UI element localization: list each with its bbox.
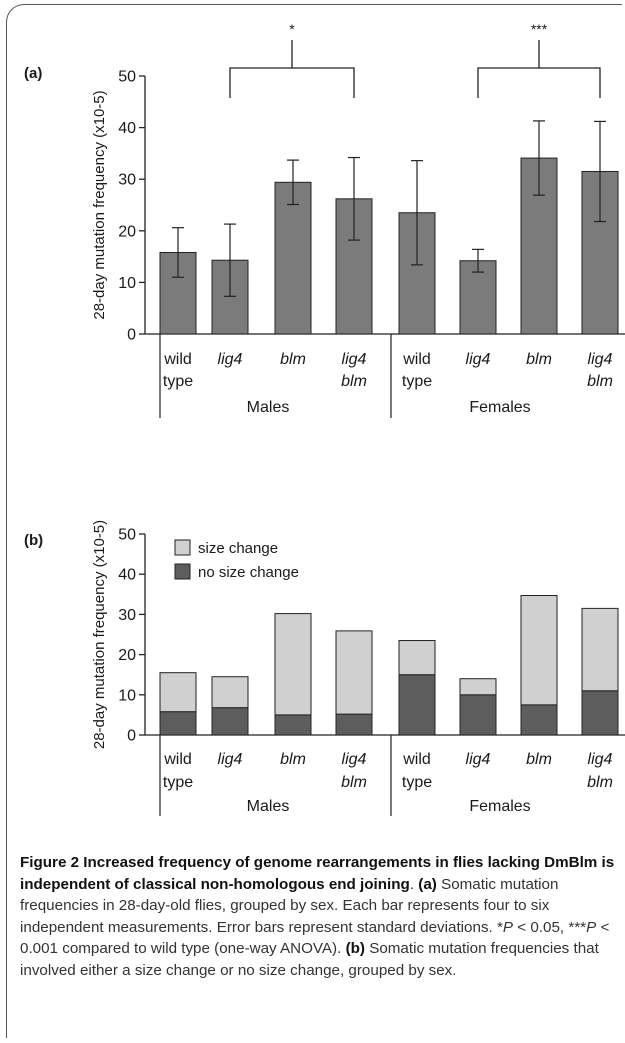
panel-b-bar-size-change (398, 640, 436, 676)
panel-b-category-label: blm (526, 751, 552, 768)
panel-b-ytick-label: 30 (118, 607, 136, 624)
panel-b-bar-no-size-change (581, 690, 619, 736)
panel-b-label: (b) (24, 532, 43, 549)
caption-p2: P (586, 918, 597, 936)
caption-part-a-text: Somatic mutation frequencies in 28-day-o… (20, 875, 559, 936)
panel-a-category-label: blm (280, 351, 306, 368)
panel-b-bar-no-size-change (159, 711, 197, 736)
panel-b-legend-swatch (174, 539, 191, 556)
panel-a-category-label: wild (402, 351, 431, 368)
panel-b-y-axis-label: 28-day mutation frequency (x10-5) (91, 520, 108, 749)
panel-a-category-label-line2: blm (341, 373, 367, 390)
panel-a-category-label: lig4 (588, 351, 613, 368)
panel-b-bar-size-change (159, 672, 197, 713)
panel-a-bar (459, 260, 497, 335)
panel-a-group-label-females: Females (469, 399, 530, 416)
panel-a-category-label: wild (163, 351, 192, 368)
panel-b-legend-label: size change (198, 540, 278, 557)
panel-a-category-label-line2: type (163, 373, 193, 390)
panel-a-bar (211, 259, 249, 335)
figure-charts: (a) 0 10 20 30 40 50 28-day mutation frequency … (24, 21, 625, 816)
panel-b-bar-no-size-change (211, 707, 249, 736)
panel-b-bar-size-change (581, 607, 619, 692)
panel-a-y-axis-label: 28-day mutation frequency (x10-5) (91, 90, 108, 319)
panel-a-category-label: lig4 (218, 351, 243, 368)
panel-a-category-label: lig4 (342, 351, 367, 368)
panel-b-bar-no-size-change (274, 714, 312, 736)
caption-part-b-label: (b) (345, 940, 365, 957)
panel-b-bar-size-change (335, 630, 373, 715)
panel-a-significance-label: *** (531, 21, 548, 37)
panel-b-group-label-females: Females (469, 798, 530, 815)
panel-b-ytick-label: 0 (127, 728, 136, 745)
panel-a-category-label-line2: type (402, 373, 432, 390)
panel-a-significance-label: * (289, 21, 295, 37)
panel-b-legend-label: no size change (198, 564, 299, 581)
panel-a-significance-bracket (477, 67, 601, 98)
panel-a-significance-bracket (229, 67, 355, 98)
panel-b-category-label-line2: type (402, 774, 432, 791)
panel-b-bar-size-change (520, 595, 558, 706)
caption-title: Figure 2 Increased frequency of genome r… (20, 854, 615, 893)
panel-b-category-label-line2: blm (587, 774, 613, 791)
panel-a-category-label-line2: blm (587, 373, 613, 390)
caption-t3: < 0.001 compared to wild type (one-way A… (20, 918, 610, 958)
caption-p1: P (502, 918, 514, 936)
panel-a-category-label: lig4 (466, 351, 491, 368)
figure-frame (6, 4, 622, 1038)
panel-a-label: (a) (24, 65, 42, 82)
figure-caption: Figure 2 Increased frequency of genome r… (20, 854, 615, 979)
panel-b-category-label: wild (402, 751, 431, 768)
caption-part-a-label: (a) (418, 875, 437, 893)
panel-b-ytick-label: 10 (118, 687, 136, 704)
caption-part-b-text: Somatic mutation frequencies that involv… (20, 940, 599, 979)
caption-t2: < 0.05, *** (513, 918, 587, 936)
panel-b-bar-no-size-change (459, 694, 497, 736)
panel-a-ytick-label: 50 (118, 69, 136, 86)
panel-b-bar-size-change (459, 678, 497, 696)
panel-b-bar-no-size-change (335, 713, 373, 736)
panel-b-category-label: lig4 (588, 751, 613, 768)
panel-a-ytick-label: 10 (118, 275, 136, 292)
panel-a-ytick-label: 0 (127, 327, 136, 344)
panel-b-ytick-label: 40 (118, 567, 136, 584)
panel-b-bar-size-change (274, 613, 312, 716)
panel-a-ytick-label: 30 (118, 172, 136, 189)
panel-b-category-label-line2: type (163, 774, 193, 791)
panel-b-category-label: blm (280, 751, 306, 768)
panel-b-ytick-label: 20 (118, 647, 136, 664)
panel-a-ytick-label: 40 (118, 120, 136, 137)
panel-b-category-label: lig4 (466, 751, 491, 768)
panel-a-category-label: blm (526, 351, 552, 368)
panel-b-category-label-line2: blm (341, 774, 367, 791)
panel-b-category-label: lig4 (342, 751, 367, 768)
panel-b-bar-size-change (211, 676, 249, 709)
panel-b-category-label: lig4 (218, 751, 243, 768)
panel-b-bar-no-size-change (398, 674, 436, 736)
panel-b-category-label: wild (163, 751, 192, 768)
panel-b-bar-no-size-change (520, 704, 558, 736)
panel-a-ytick-label: 20 (118, 223, 136, 240)
panel-b-group-label-males: Males (247, 798, 290, 815)
panel-a-bar (274, 181, 312, 335)
panel-a-group-label-males: Males (247, 399, 290, 416)
panel-b-legend-swatch (174, 563, 191, 580)
panel-b-ytick-label: 50 (118, 527, 136, 544)
